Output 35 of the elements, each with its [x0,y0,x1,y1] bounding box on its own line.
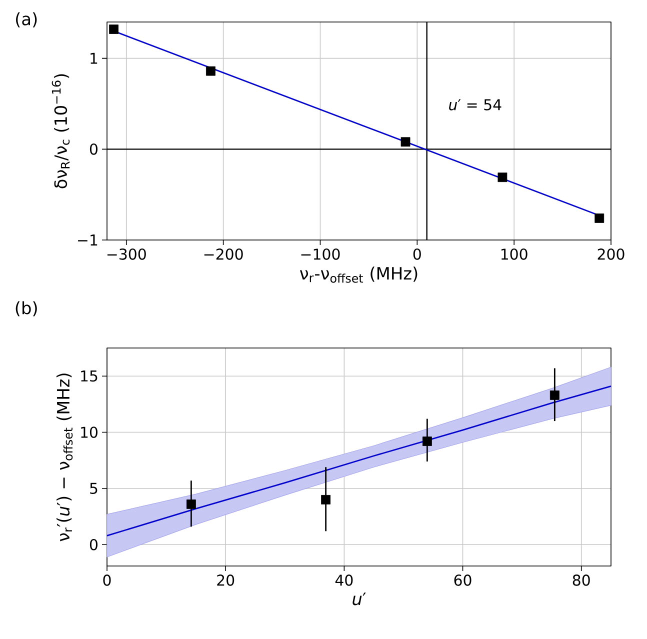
x-axis-title: ν$_{r}$-ν$_{offset}$ (MHz) [300,266,418,283]
point [109,24,118,34]
x-axis-title: u′ [352,592,366,606]
y-tick-label: −1 [78,234,98,246]
x-tick-label: −200 [204,248,243,260]
chart-title: (b) [16,301,37,316]
point [594,213,604,223]
point [422,436,432,446]
annotation: u′ = 54 [449,99,502,110]
y-tick-label: 5 [90,482,98,494]
point [206,66,216,76]
point [321,495,330,504]
y-tick-label: 0 [90,538,98,550]
x-tick-label: 200 [598,248,624,260]
point [550,390,560,400]
x-tick-label: 20 [217,574,234,586]
chart-title: (a) [16,12,37,28]
y-tick-label: 0 [90,144,98,155]
point [498,172,508,182]
y-tick-label: 15 [81,370,98,382]
x-tick-label: 0 [413,248,421,260]
x-tick-label: 80 [572,574,590,586]
point [400,137,410,147]
y-tick-label: 10 [81,426,98,438]
x-tick-label: −300 [107,248,146,260]
y-axis-title: ν$_{r}$′(u′) − ν$_{offset}$ (MHz) [56,374,73,542]
point [186,499,196,509]
line-series [106,386,612,536]
x-tick-label: −100 [301,248,340,260]
x-tick-label: 60 [454,574,472,586]
x-tick-label: 40 [335,574,353,586]
y-axis-title: δν$_{R}$/ν$_{c}$ (10$^{−16}$) [52,74,70,188]
x-tick-label: 0 [103,574,111,586]
x-tick-label: 100 [501,248,528,260]
y-tick-label: 1 [90,52,98,64]
